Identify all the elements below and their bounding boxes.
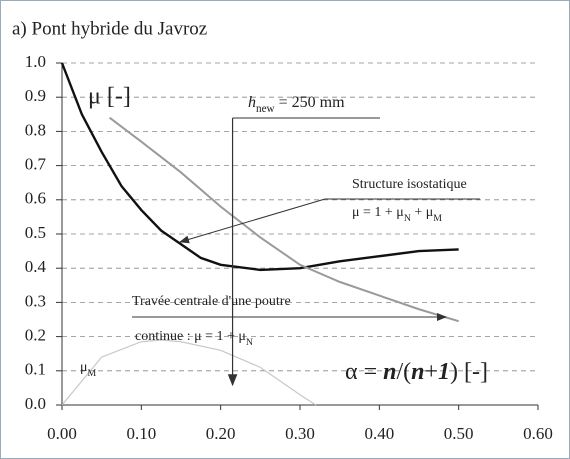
chart-title: a) Pont hybride du Javroz	[12, 18, 207, 39]
cont-formula-part: continue : μ = 1 + μ	[135, 329, 246, 344]
y-tick-label: 0.6	[25, 189, 46, 208]
h-new-part: h	[248, 94, 256, 111]
cont-formula-part: N	[246, 337, 253, 348]
y-tick-label: 0.4	[25, 257, 47, 276]
y-axis-label: μ [-]	[88, 84, 131, 110]
h-new-part: = 250 mm	[275, 94, 345, 111]
y-tick-label: 0.7	[25, 155, 47, 174]
x-label-part: n	[411, 359, 424, 385]
y-tick-label: 0.8	[25, 120, 46, 139]
x-tick-label: 0.60	[523, 424, 553, 443]
iso-title: Structure isostatique	[352, 177, 467, 192]
x-tick-label: 0.50	[444, 424, 474, 443]
y-tick-label: 0.3	[25, 291, 46, 310]
mu-m-label-part: μ	[80, 360, 88, 375]
mu-m-label: μM	[80, 360, 97, 379]
x-tick-label: 0.00	[47, 424, 77, 443]
x-label-part: α =	[345, 359, 383, 385]
iso-formula: μ = 1 + μN + μM	[352, 205, 442, 224]
y-tick-label: 0.5	[25, 223, 46, 242]
iso-formula-part: M	[433, 213, 442, 224]
y-tick-label: 0.9	[25, 86, 46, 105]
x-label-part: /(	[396, 359, 411, 385]
y-tick-label: 1.0	[25, 52, 46, 71]
mu-m-label-part: M	[88, 368, 97, 379]
h-new-label: hnew = 250 mm	[248, 94, 345, 115]
line	[108, 116, 459, 323]
cont-formula: continue : μ = 1 + μN	[135, 329, 253, 348]
iso-formula-part: μ = 1 + μ	[352, 205, 404, 220]
x-label-part: ) [-]	[450, 359, 488, 385]
x-tick-label: 0.40	[364, 424, 394, 443]
line	[61, 339, 317, 406]
x-label-part: 1	[438, 359, 450, 385]
x-tick-label: 0.10	[126, 424, 156, 443]
x-label-part: n	[383, 359, 396, 385]
h-new-part: new	[256, 103, 276, 115]
y-tick-label: 0.2	[25, 326, 46, 345]
x-tick-label: 0.20	[206, 424, 236, 443]
x-axis-label: α = n/(n+1) [-]	[345, 359, 488, 385]
iso-formula-part: + μ	[411, 205, 433, 220]
line	[60, 62, 459, 272]
y-tick-label: 0.0	[25, 394, 46, 413]
arrow	[179, 198, 326, 244]
iso-formula-part: N	[404, 213, 411, 224]
cont-title: Travée centrale d'une poutre	[132, 294, 291, 309]
x-tick-label: 0.30	[285, 424, 315, 443]
x-label-part: +	[425, 359, 439, 385]
y-tick-label: 0.1	[25, 360, 46, 379]
